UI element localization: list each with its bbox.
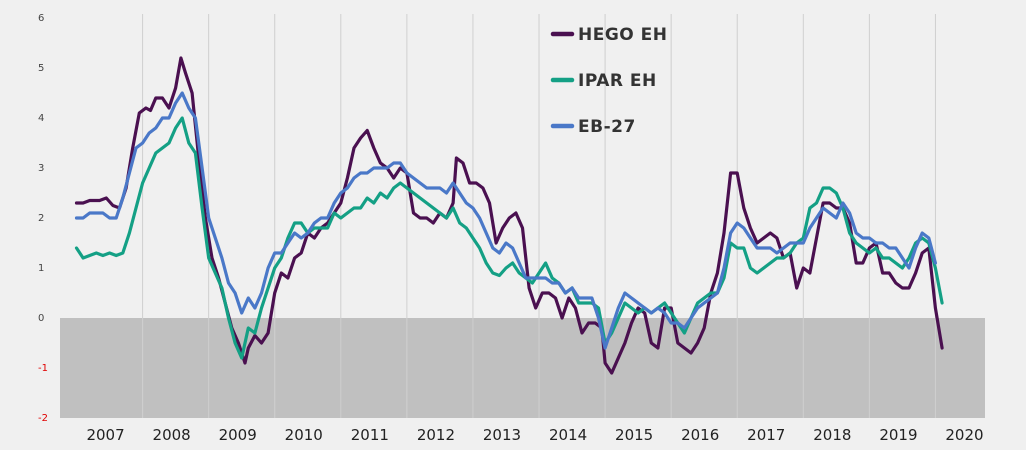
- legend: HEGO EH IPAR EH EB-27: [550, 25, 668, 137]
- x-tick-label: 2012: [417, 426, 455, 444]
- y-tick-label: 3: [38, 163, 44, 174]
- x-tick-label: 2018: [813, 426, 851, 444]
- x-tick-label: 2010: [285, 426, 323, 444]
- x-tick-label: 2013: [483, 426, 521, 444]
- y-axis-ticks: 6 5 4 3 2 1 0 -1 -2: [38, 13, 48, 424]
- x-tick-label: 2017: [747, 426, 785, 444]
- x-tick-label: 2014: [549, 426, 587, 444]
- year-grid-layer: [142, 14, 936, 418]
- x-tick-label: 2016: [681, 426, 719, 444]
- y-tick-label: -1: [38, 363, 48, 374]
- x-tick-label: 2020: [945, 426, 983, 444]
- y-tick-label: 4: [38, 113, 44, 124]
- x-tick-label: 2015: [615, 426, 653, 444]
- series-layer: [74, 56, 944, 375]
- y-tick-label: 1: [38, 263, 44, 274]
- series-line-eb-27: [74, 91, 937, 350]
- negative-region-band: [60, 318, 985, 418]
- x-tick-label: 2019: [879, 426, 917, 444]
- y-tick-label: -2: [38, 413, 48, 424]
- x-tick-label: 2009: [219, 426, 257, 444]
- y-tick-label: 2: [38, 213, 44, 224]
- legend-label: HEGO EH: [578, 25, 668, 45]
- x-axis-ticks: 2007 2008 2009 2010 2011 2012 2013 2014 2015 2016…: [86, 426, 983, 444]
- y-tick-label: 0: [38, 313, 44, 324]
- x-tick-label: 2008: [153, 426, 191, 444]
- negative-band-layer: [60, 318, 985, 418]
- legend-label: IPAR EH: [578, 71, 657, 91]
- x-tick-label: 2007: [86, 426, 124, 444]
- x-tick-label: 2011: [351, 426, 389, 444]
- y-tick-label: 5: [38, 63, 44, 74]
- y-tick-label: 6: [38, 13, 44, 24]
- legend-label: EB-27: [578, 117, 636, 137]
